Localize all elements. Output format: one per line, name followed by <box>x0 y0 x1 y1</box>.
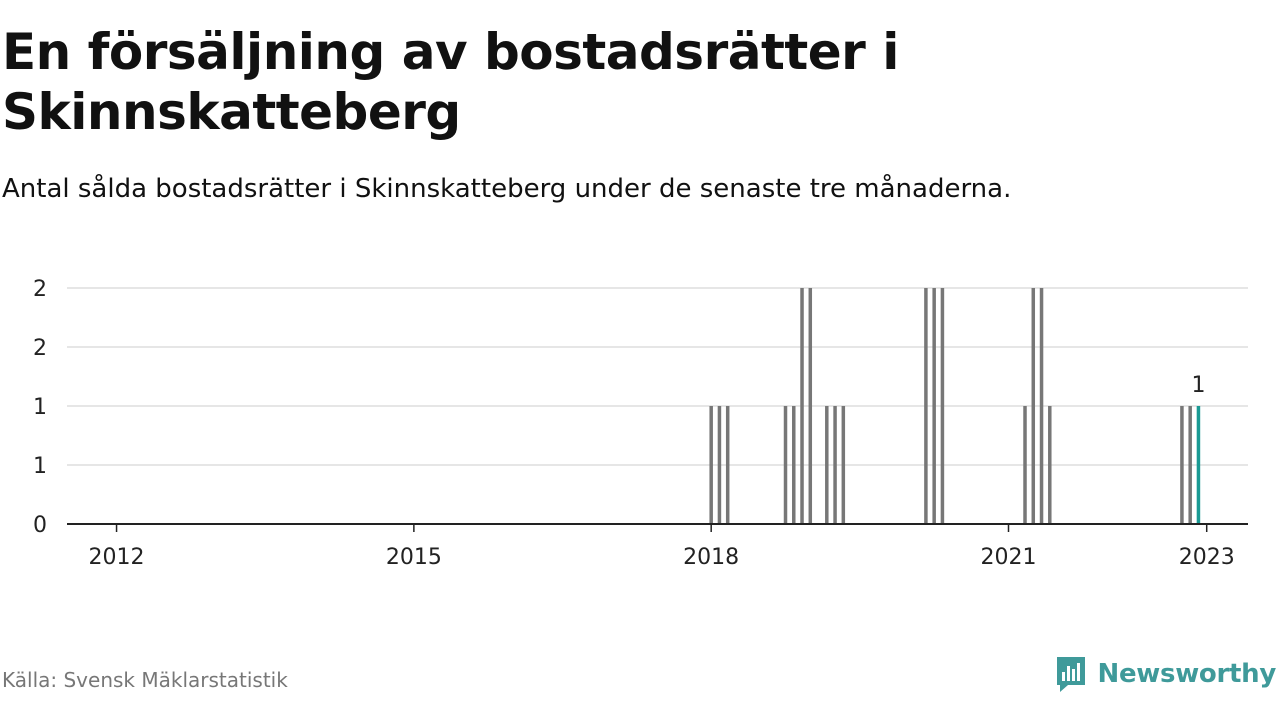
bar <box>725 406 730 524</box>
x-axis-ticks: 2012 2015 2018 2021 2023 <box>89 524 1235 570</box>
source-note: Källa: Svensk Mäklarstatistik <box>2 668 288 692</box>
brand-logo[interactable]: Newsworthy <box>1054 654 1276 694</box>
bar <box>1048 406 1052 524</box>
chart-subtitle: Antal sålda bostadsrätter i Skinnskatteb… <box>2 174 1012 204</box>
y-tick-label: 1 <box>33 454 47 479</box>
bar <box>825 406 829 524</box>
bar <box>924 288 928 524</box>
bar <box>940 288 945 524</box>
bar <box>800 288 804 524</box>
bar-highlight <box>1196 406 1201 524</box>
annotations: 1 <box>1191 373 1205 398</box>
brand-name: Newsworthy <box>1097 659 1277 689</box>
x-tick-label: 2015 <box>386 545 442 570</box>
y-tick-label: 0 <box>33 513 47 538</box>
x-tick-label: 2021 <box>980 545 1036 570</box>
bar-chart: 0 1 1 2 2 2012 2015 2018 2021 2023 1 <box>33 277 1248 570</box>
gridlines <box>67 287 1248 466</box>
bar <box>783 406 788 524</box>
chart-title: En försäljning av bostadsrätter i Skinns… <box>2 23 899 141</box>
bar <box>833 406 837 524</box>
bar <box>717 406 722 524</box>
y-axis-ticks: 0 1 1 2 2 <box>33 277 47 538</box>
x-tick-label: 2023 <box>1179 545 1235 570</box>
bar <box>808 288 813 524</box>
bar <box>792 406 796 524</box>
y-tick-label: 2 <box>33 277 47 302</box>
bar <box>1039 288 1044 524</box>
bar <box>1188 406 1192 524</box>
bars <box>709 288 1201 524</box>
bar <box>1023 406 1027 524</box>
bar <box>841 406 846 524</box>
bar <box>1180 406 1184 524</box>
x-tick-label: 2012 <box>89 545 145 570</box>
newsworthy-logo-icon <box>1056 657 1085 692</box>
bar <box>932 288 936 524</box>
bar <box>709 406 713 524</box>
bar <box>1031 288 1036 524</box>
y-tick-label: 1 <box>33 395 47 420</box>
data-label: 1 <box>1191 373 1205 398</box>
y-tick-label: 2 <box>33 336 47 361</box>
x-tick-label: 2018 <box>683 545 739 570</box>
